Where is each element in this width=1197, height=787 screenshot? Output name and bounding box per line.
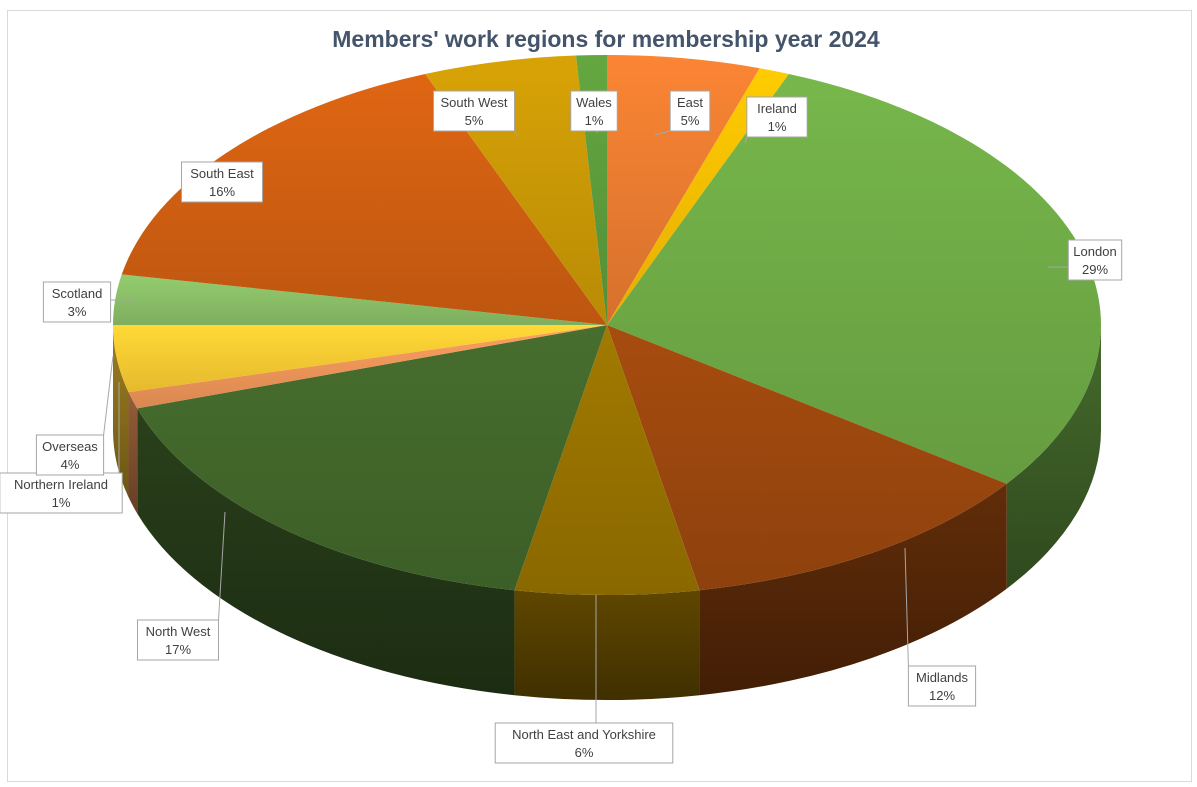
label-value: 5% [681,113,700,128]
data-label-ireland: Ireland 1% [745,97,807,143]
label-name: East [677,95,703,110]
label-value: 3% [68,304,87,319]
label-name: North East and Yorkshire [512,727,656,742]
slice-side-northern-ireland [129,392,138,513]
data-label-overseas: Overseas 4% [36,356,113,475]
data-label-wales: Wales 1% [571,91,618,133]
label-name: Wales [576,95,612,110]
label-value: 5% [465,113,484,128]
label-value: 17% [165,642,191,657]
label-value: 1% [768,119,787,134]
label-name: Scotland [52,286,103,301]
label-name: Northern Ireland [14,477,108,492]
label-value: 16% [209,184,235,199]
label-name: Ireland [757,101,797,116]
label-value: 12% [929,688,955,703]
data-label-south-east: South East 16% [182,162,263,202]
label-value: 6% [575,745,594,760]
label-value: 4% [61,457,80,472]
label-name: South West [441,95,508,110]
label-value: 1% [585,113,604,128]
label-name: North West [146,624,211,639]
label-value: 29% [1082,262,1108,277]
data-label-south-west: South West 5% [434,91,519,136]
label-name: Midlands [916,670,969,685]
label-name: Overseas [42,439,98,454]
label-name: London [1073,244,1116,259]
leader-line [104,356,113,435]
label-name: South East [190,166,254,181]
slice-side-north-east-and-yorkshire [514,590,699,700]
label-value: 1% [52,495,71,510]
